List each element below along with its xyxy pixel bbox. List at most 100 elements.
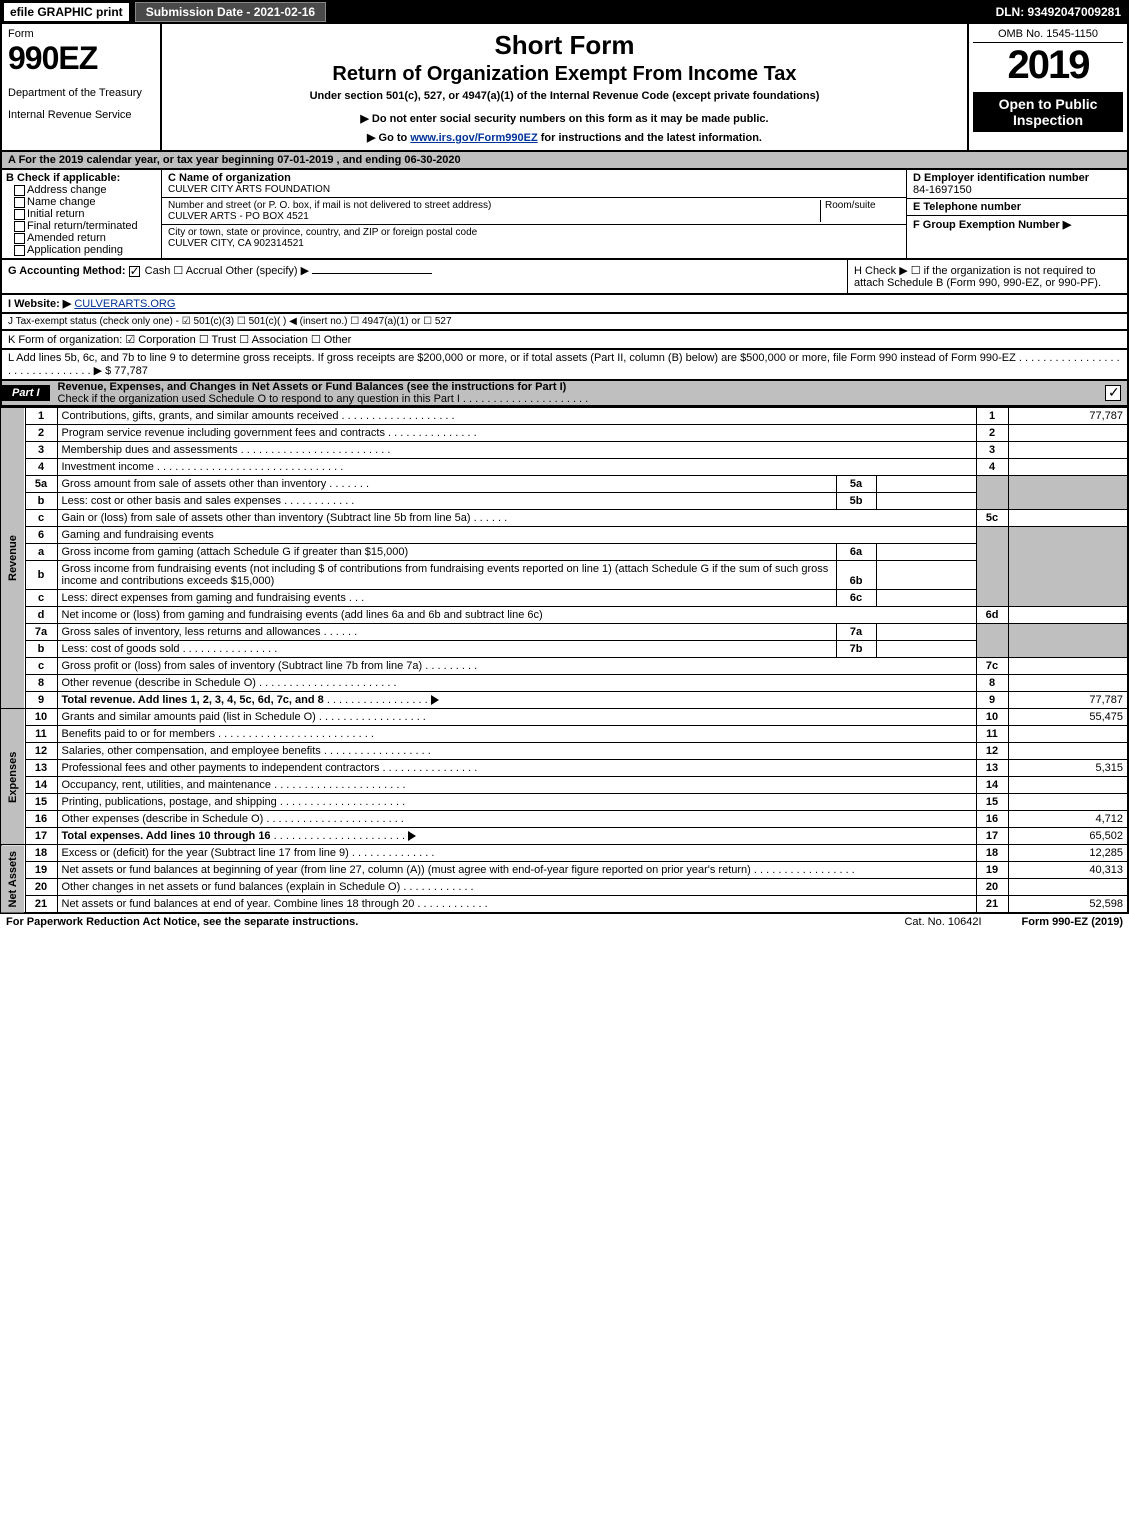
line-3-amt	[1008, 442, 1128, 459]
line-15-rnum: 15	[976, 794, 1008, 811]
g-label: G Accounting Method:	[8, 265, 126, 277]
street-label: Number and street (or P. O. box, if mail…	[168, 200, 820, 211]
line-14-num: 14	[25, 777, 57, 794]
part-1-table: Revenue 1 Contributions, gifts, grants, …	[0, 407, 1129, 914]
netassets-side-label: Net Assets	[1, 845, 25, 914]
part-1-header: Part I Revenue, Expenses, and Changes in…	[0, 381, 1129, 407]
header-mid: Short Form Return of Organization Exempt…	[162, 24, 967, 150]
line-10-desc: Grants and similar amounts paid (list in…	[57, 709, 976, 726]
line-6c-sub: 6c	[836, 590, 876, 607]
website-link[interactable]: CULVERARTS.ORG	[74, 298, 175, 310]
street-value: CULVER ARTS - PO BOX 4521	[168, 211, 820, 222]
line-9-amt: 77,787	[1008, 692, 1128, 709]
line-16-num: 16	[25, 811, 57, 828]
dept-label: Department of the Treasury	[8, 87, 154, 99]
chk-amended-return[interactable]: Amended return	[6, 232, 157, 244]
part-1-checkbox[interactable]	[1105, 385, 1121, 401]
page-footer: For Paperwork Reduction Act Notice, see …	[0, 914, 1129, 930]
section-b-checkboxes: B Check if applicable: Address change Na…	[2, 170, 162, 258]
line-8-rnum: 8	[976, 675, 1008, 692]
chk-initial-return[interactable]: Initial return	[6, 208, 157, 220]
city-value: CULVER CITY, CA 902314521	[168, 238, 900, 249]
info-block: B Check if applicable: Address change Na…	[0, 170, 1129, 260]
line-7c-desc: Gross profit or (loss) from sales of inv…	[57, 658, 976, 675]
line-5a-num: 5a	[25, 476, 57, 493]
line-3-desc: Membership dues and assessments . . . . …	[57, 442, 976, 459]
line-7a-desc: Gross sales of inventory, less returns a…	[57, 624, 836, 641]
chk-final-return[interactable]: Final return/terminated	[6, 220, 157, 232]
section-c-org-info: C Name of organization CULVER CITY ARTS …	[162, 170, 907, 258]
line-4-desc: Investment income . . . . . . . . . . . …	[57, 459, 976, 476]
line-18-amt: 12,285	[1008, 845, 1128, 862]
line-5ab-grey	[976, 476, 1008, 510]
form-label: Form	[8, 28, 154, 40]
b-title: B Check if applicable:	[6, 172, 157, 184]
group-exemption-label: F Group Exemption Number ▶	[913, 218, 1121, 231]
header-right: OMB No. 1545-1150 2019 Open to Public In…	[967, 24, 1127, 150]
line-6b-desc: Gross income from fundraising events (no…	[57, 561, 836, 590]
line-14-rnum: 14	[976, 777, 1008, 794]
section-a-tax-year: A For the 2019 calendar year, or tax yea…	[0, 152, 1129, 170]
line-10-num: 10	[25, 709, 57, 726]
line-6-desc: Gaming and fundraising events	[57, 527, 976, 544]
line-10-amt: 55,475	[1008, 709, 1128, 726]
line-6c-desc: Less: direct expenses from gaming and fu…	[57, 590, 836, 607]
chk-name-change[interactable]: Name change	[6, 196, 157, 208]
line-7a-subamt	[876, 624, 976, 641]
line-11-rnum: 11	[976, 726, 1008, 743]
line-21-desc: Net assets or fund balances at end of ye…	[57, 896, 976, 914]
ein-label: D Employer identification number	[913, 172, 1121, 184]
under-section: Under section 501(c), 527, or 4947(a)(1)…	[168, 90, 961, 102]
line-2-rnum: 2	[976, 425, 1008, 442]
line-5c-desc: Gain or (loss) from sale of assets other…	[57, 510, 976, 527]
line-20-num: 20	[25, 879, 57, 896]
line-19-rnum: 19	[976, 862, 1008, 879]
line-12-rnum: 12	[976, 743, 1008, 760]
line-3-num: 3	[25, 442, 57, 459]
line-14-desc: Occupancy, rent, utilities, and maintena…	[57, 777, 976, 794]
line-17-rnum: 17	[976, 828, 1008, 845]
line-12-num: 12	[25, 743, 57, 760]
line-21-amt: 52,598	[1008, 896, 1128, 914]
line-13-amt: 5,315	[1008, 760, 1128, 777]
line-5c-rnum: 5c	[976, 510, 1008, 527]
line-1-desc: Contributions, gifts, grants, and simila…	[57, 408, 976, 425]
line-18-desc: Excess or (deficit) for the year (Subtra…	[57, 845, 976, 862]
line-11-num: 11	[25, 726, 57, 743]
c-name-label: C Name of organization	[168, 172, 900, 184]
g-opts: Cash ☐ Accrual Other (specify) ▶	[145, 265, 309, 277]
short-form-title: Short Form	[168, 30, 961, 61]
line-7c-num: c	[25, 658, 57, 675]
irs-link[interactable]: www.irs.gov/Form990EZ	[410, 132, 537, 144]
line-1-rnum: 1	[976, 408, 1008, 425]
line-8-amt	[1008, 675, 1128, 692]
chk-cash[interactable]	[129, 266, 140, 277]
line-5c-amt	[1008, 510, 1128, 527]
line-6-grey	[976, 527, 1008, 607]
revenue-side-label: Revenue	[1, 408, 25, 709]
line-5c-num: c	[25, 510, 57, 527]
form-header: Form 990EZ Department of the Treasury In…	[0, 24, 1129, 152]
line-7b-num: b	[25, 641, 57, 658]
line-5a-sub: 5a	[836, 476, 876, 493]
line-2-num: 2	[25, 425, 57, 442]
line-6-num: 6	[25, 527, 57, 544]
line-5b-num: b	[25, 493, 57, 510]
line-6b-subamt	[876, 561, 976, 590]
line-6a-num: a	[25, 544, 57, 561]
line-2-amt	[1008, 425, 1128, 442]
line-9-rnum: 9	[976, 692, 1008, 709]
line-5b-desc: Less: cost or other basis and sales expe…	[57, 493, 836, 510]
chk-application-pending[interactable]: Application pending	[6, 244, 157, 256]
row-k-form-org: K Form of organization: ☑ Corporation ☐ …	[0, 331, 1129, 350]
efile-print-label[interactable]: efile GRAPHIC print	[4, 3, 129, 21]
chk-address-change[interactable]: Address change	[6, 184, 157, 196]
line-13-rnum: 13	[976, 760, 1008, 777]
line-15-desc: Printing, publications, postage, and shi…	[57, 794, 976, 811]
line-15-amt	[1008, 794, 1128, 811]
line-5a-subamt	[876, 476, 976, 493]
line-6c-subamt	[876, 590, 976, 607]
footer-left: For Paperwork Reduction Act Notice, see …	[6, 916, 864, 928]
row-i-website: I Website: ▶ CULVERARTS.ORG	[0, 295, 1129, 314]
return-title: Return of Organization Exempt From Incom…	[168, 63, 961, 86]
